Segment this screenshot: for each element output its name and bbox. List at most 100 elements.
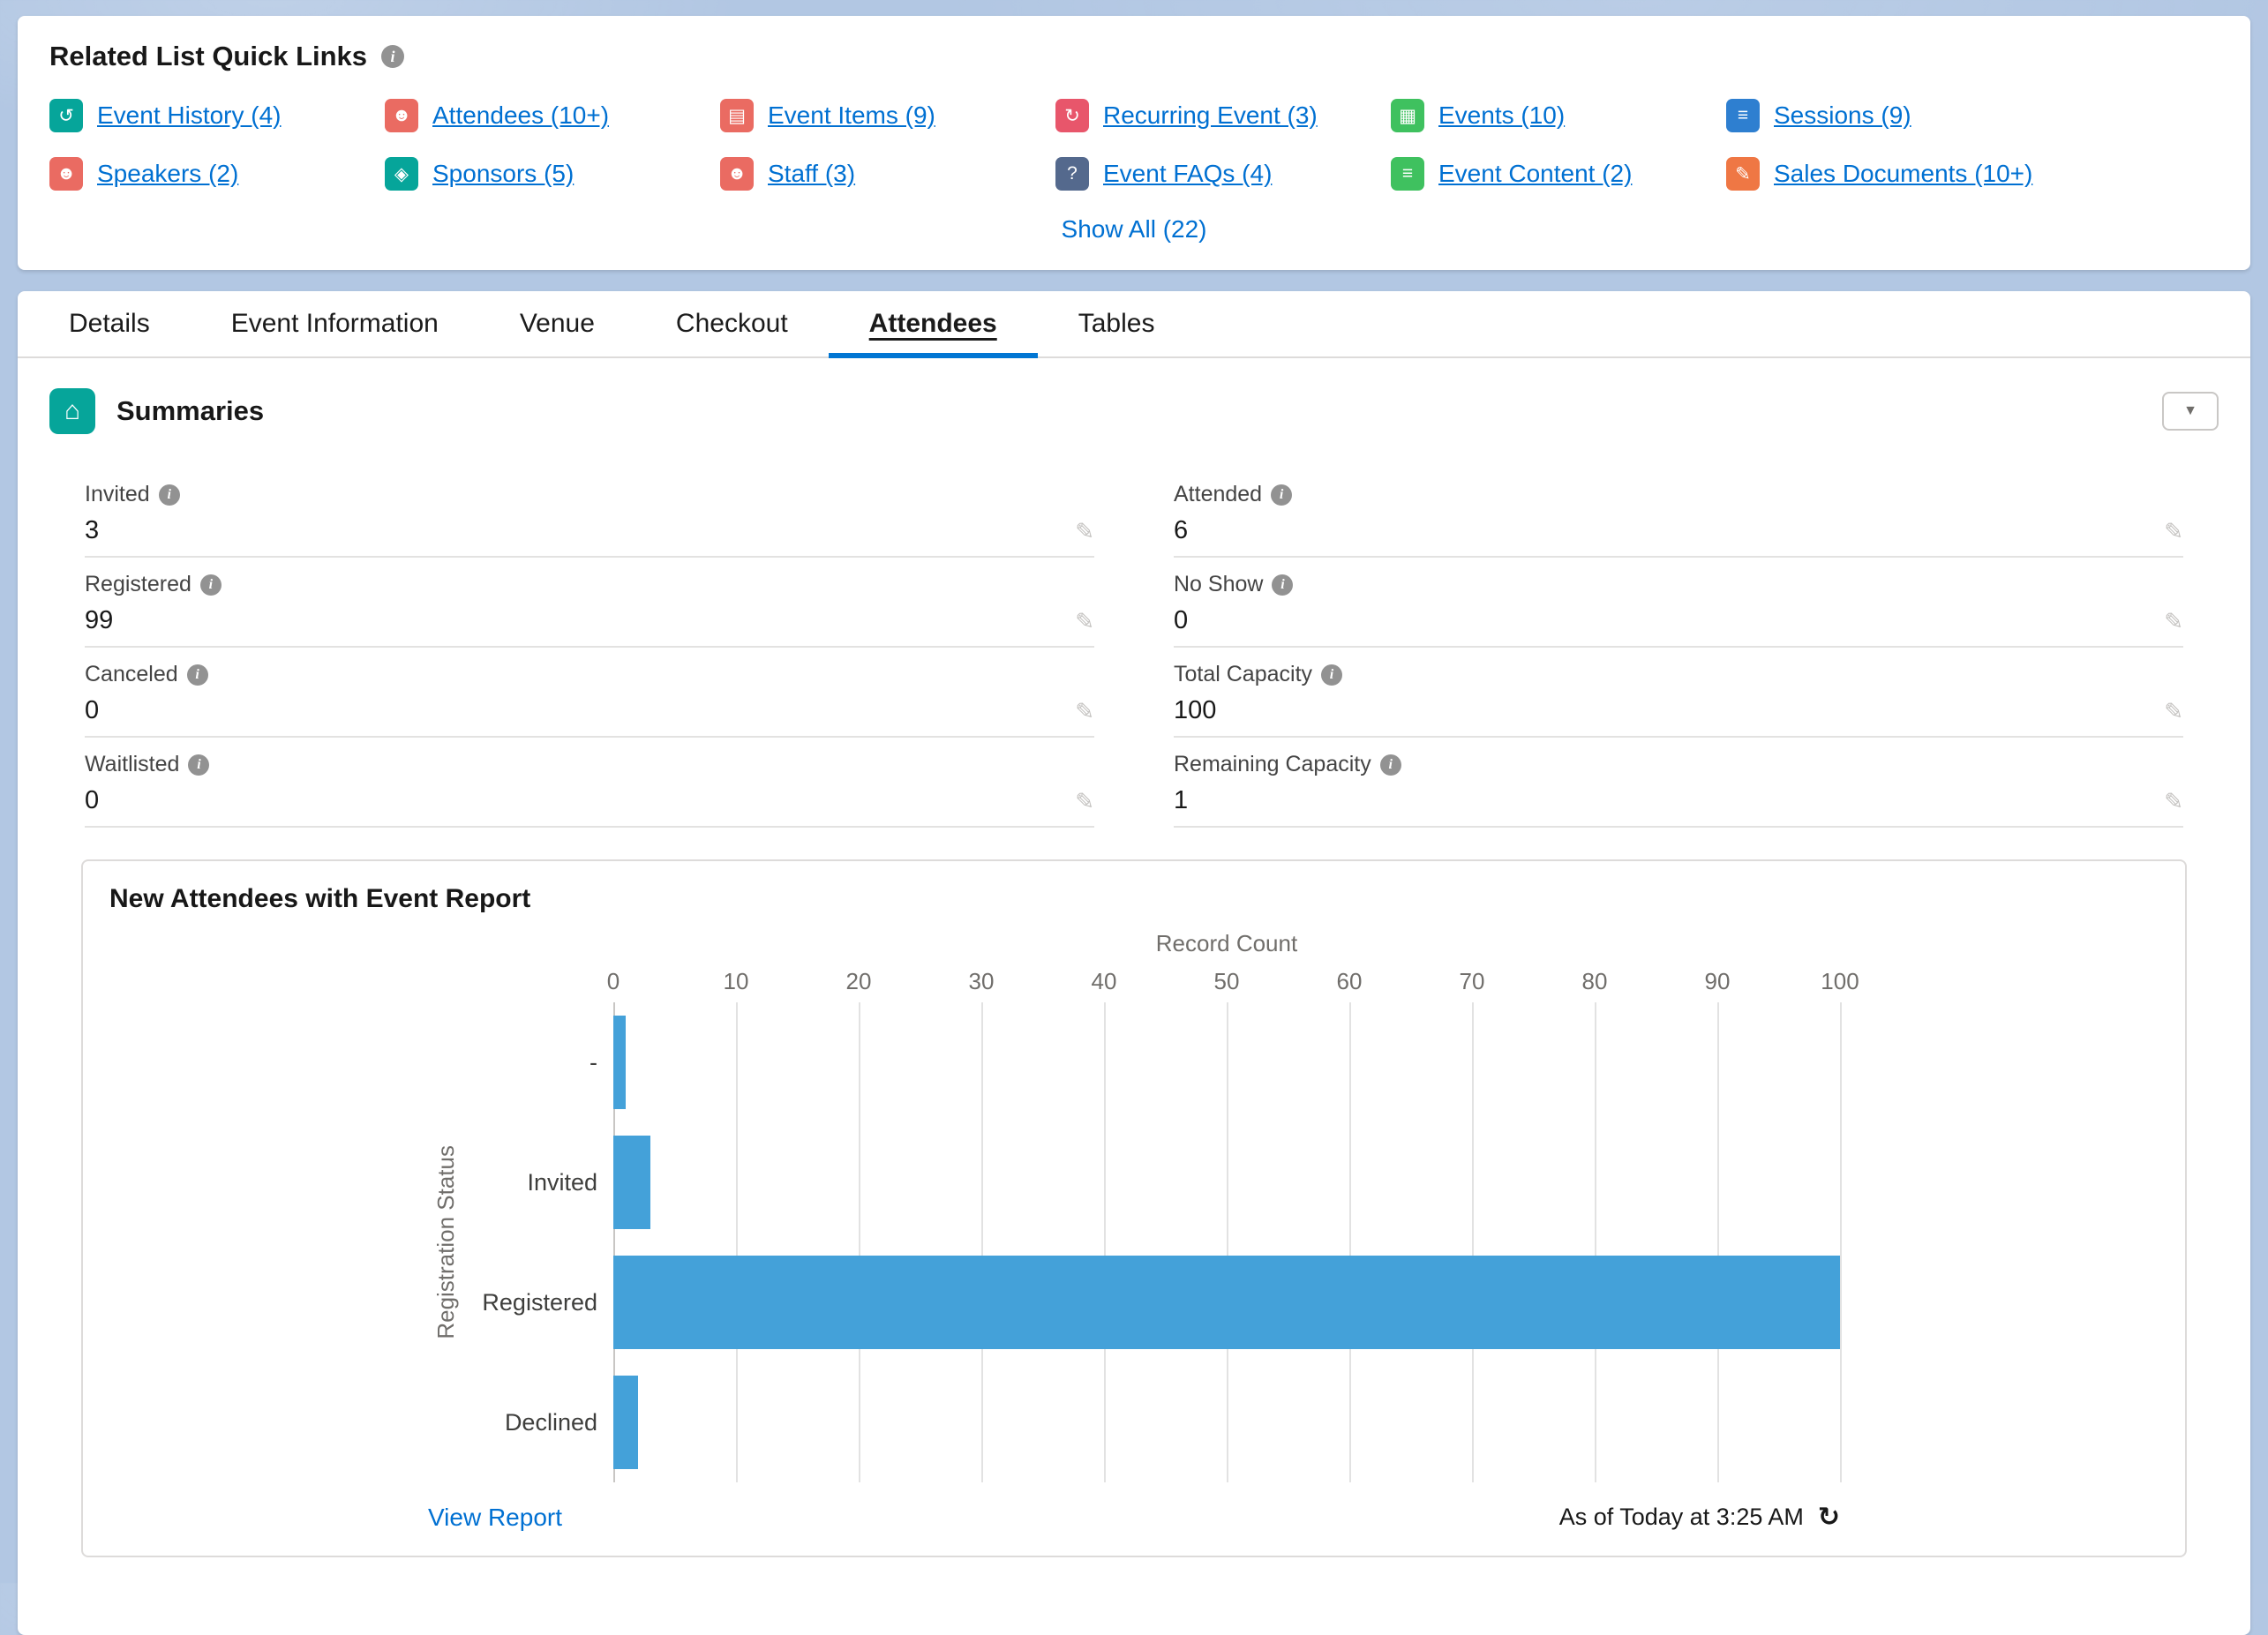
category-label: Declined: [504, 1408, 597, 1436]
field-label-text: Invited: [85, 482, 150, 506]
quick-link-label[interactable]: Staff (3): [768, 160, 856, 187]
quick-link-recurring-event[interactable]: ↻ Recurring Event (3): [1055, 99, 1391, 132]
bar--[interactable]: [613, 1016, 626, 1109]
field-no-show: No Show i 0 ✎: [1174, 558, 2183, 648]
gridline: [1717, 1002, 1719, 1482]
axis-tick-label: 10: [723, 968, 749, 994]
gridline: [1840, 1002, 1842, 1482]
field-label: Attended i: [1174, 482, 2183, 507]
quick-link-attendees[interactable]: ☻ Attendees (10+): [385, 99, 720, 132]
axis-tick-label: 30: [968, 968, 995, 994]
bar-row: [613, 1122, 1840, 1242]
edit-pencil-icon[interactable]: ✎: [1075, 518, 1094, 544]
bar-invited[interactable]: [613, 1136, 650, 1229]
field-value: 0 ✎: [85, 786, 1094, 815]
related-list-quick-links-card: Related List Quick Links i ↺ Event Histor…: [18, 16, 2250, 270]
quick-links-title: Related List Quick Links: [49, 41, 368, 71]
field-waitlisted: Waitlisted i 0 ✎: [85, 738, 1094, 828]
chevron-down-icon: ▼: [2183, 403, 2197, 418]
field-value-text: 6: [1174, 516, 1189, 544]
edit-pencil-icon[interactable]: ✎: [2164, 518, 2183, 544]
field-canceled: Canceled i 0 ✎: [85, 648, 1094, 738]
field-label-text: Canceled: [85, 662, 178, 686]
edit-pencil-icon[interactable]: ✎: [2164, 788, 2183, 814]
quick-link-event-history[interactable]: ↺ Event History (4): [49, 99, 385, 132]
info-icon[interactable]: i: [158, 484, 180, 506]
collapse-section-button[interactable]: ▼: [2162, 392, 2219, 431]
field-value-text: 100: [1174, 696, 1217, 724]
tab-tables[interactable]: Tables: [1078, 309, 1155, 338]
tab-checkout[interactable]: Checkout: [675, 309, 788, 338]
tab-bar: Details Event Information Venue Checkout Att…: [18, 291, 2250, 358]
quick-link-event-faqs[interactable]: ? Event FAQs (4): [1055, 157, 1391, 191]
info-icon[interactable]: i: [1272, 574, 1294, 596]
quick-link-label[interactable]: Event Items (9): [768, 101, 935, 129]
refresh-icon[interactable]: ↻: [1817, 1503, 1840, 1532]
staff-icon: ☻: [720, 157, 754, 191]
quick-link-label[interactable]: Attendees (10+): [432, 101, 610, 129]
axis-tick-label: 50: [1213, 968, 1240, 994]
tab-venue[interactable]: Venue: [519, 309, 595, 338]
edit-pencil-icon[interactable]: ✎: [2164, 698, 2183, 724]
quick-link-label[interactable]: Recurring Event (3): [1103, 101, 1318, 129]
info-icon[interactable]: i: [186, 664, 208, 686]
report-footer: View Report As of Today at 3:25 AM ↻: [428, 1502, 1840, 1533]
edit-pencil-icon[interactable]: ✎: [1075, 608, 1094, 634]
quick-link-sales-documents[interactable]: ✎ Sales Documents (10+): [1726, 157, 2061, 191]
view-report-link[interactable]: View Report: [428, 1503, 563, 1531]
info-icon[interactable]: i: [1321, 664, 1343, 686]
quick-link-label[interactable]: Sales Documents (10+): [1774, 160, 2033, 187]
tab-attendees[interactable]: Attendees: [828, 291, 1038, 358]
quick-link-label[interactable]: Event FAQs (4): [1103, 160, 1273, 187]
axis-tick-label: 60: [1336, 968, 1363, 994]
quick-link-label[interactable]: Sessions (9): [1774, 101, 1911, 129]
sales-documents-icon: ✎: [1726, 157, 1760, 191]
quick-link-event-items[interactable]: ▤ Event Items (9): [720, 99, 1055, 132]
info-icon[interactable]: i: [188, 754, 210, 776]
field-label: Total Capacity i: [1174, 662, 2183, 687]
summaries-title: Summaries: [116, 395, 265, 426]
quick-link-label[interactable]: Event Content (2): [1438, 160, 1633, 187]
info-icon[interactable]: i: [199, 574, 222, 596]
quick-link-label[interactable]: Events (10): [1438, 101, 1566, 129]
info-icon[interactable]: i: [1271, 484, 1293, 506]
category-label: -: [590, 1048, 597, 1076]
summaries-section: ⌂ Summaries ▼ Invited i 3 ✎ Registered i 99 ✎ Ca…: [18, 358, 2250, 1557]
bar-row: [613, 1242, 1840, 1362]
edit-pencil-icon[interactable]: ✎: [2164, 608, 2183, 634]
quick-link-sessions[interactable]: ≡ Sessions (9): [1726, 99, 2061, 132]
tab-details[interactable]: Details: [69, 309, 150, 338]
show-all-link[interactable]: Show All (22): [1061, 215, 1207, 243]
speakers-icon: ☻: [49, 157, 83, 191]
quick-link-label[interactable]: Speakers (2): [97, 160, 239, 187]
y-axis-title-text: Registration Status: [432, 1145, 459, 1339]
field-label: Registered i: [85, 572, 1094, 597]
bar-declined[interactable]: [613, 1376, 638, 1469]
quick-link-staff[interactable]: ☻ Staff (3): [720, 157, 1055, 191]
field-value: 0 ✎: [1174, 606, 2183, 635]
summary-fields-right: Attended i 6 ✎ No Show i 0 ✎ Total Capacity i 100 ✎…: [1174, 468, 2183, 828]
quick-link-events[interactable]: ▦ Events (10): [1391, 99, 1726, 132]
info-icon[interactable]: i: [1379, 754, 1401, 776]
field-value-text: 3: [85, 516, 100, 544]
bar-registered[interactable]: [613, 1256, 1840, 1349]
gridline: [613, 1002, 615, 1482]
field-attended: Attended i 6 ✎: [1174, 468, 2183, 558]
category-label: Invited: [527, 1168, 597, 1196]
quick-link-label[interactable]: Sponsors (5): [432, 160, 575, 187]
edit-pencil-icon[interactable]: ✎: [1075, 698, 1094, 724]
quick-link-sponsors[interactable]: ◈ Sponsors (5): [385, 157, 720, 191]
tab-event-information[interactable]: Event Information: [230, 309, 439, 338]
edit-pencil-icon[interactable]: ✎: [1075, 788, 1094, 814]
quick-link-label[interactable]: Event History (4): [97, 101, 282, 129]
gridline: [1472, 1002, 1474, 1482]
axis-tick-label: 100: [1821, 968, 1859, 994]
quick-link-speakers[interactable]: ☻ Speakers (2): [49, 157, 385, 191]
info-icon[interactable]: i: [381, 45, 405, 68]
gridline: [1595, 1002, 1596, 1482]
field-value: 3 ✎: [85, 516, 1094, 545]
axis-tick-label: 90: [1704, 968, 1731, 994]
field-label: No Show i: [1174, 572, 2183, 597]
summary-fields: Invited i 3 ✎ Registered i 99 ✎ Canceled i 0 ✎ Waitl…: [49, 468, 2219, 828]
quick-link-event-content[interactable]: ≡ Event Content (2): [1391, 157, 1726, 191]
